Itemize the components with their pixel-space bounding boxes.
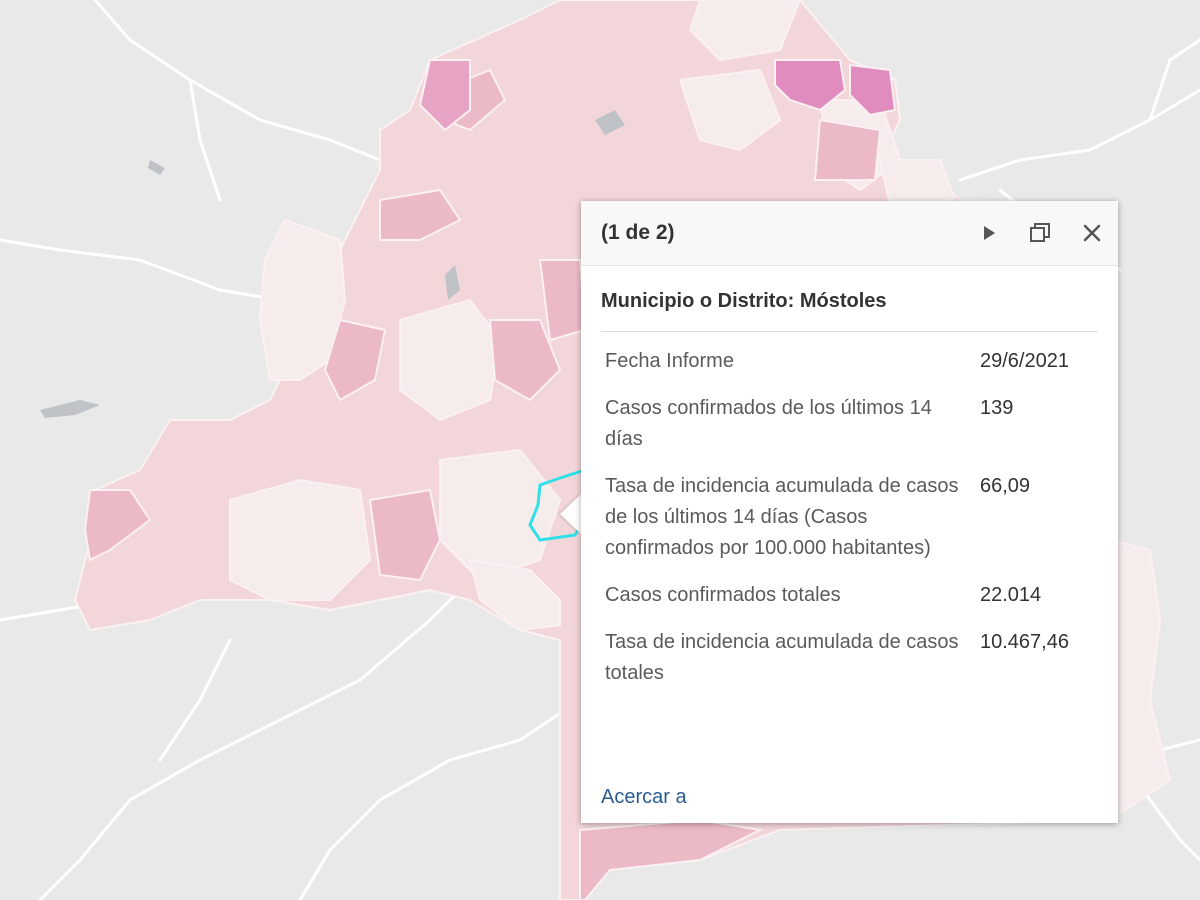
- region-light-10[interactable]: [878, 159, 957, 207]
- region-light-3[interactable]: [399, 298, 502, 422]
- zoom-to-link[interactable]: Acercar a: [601, 786, 687, 808]
- popup-pointer: [560, 493, 582, 535]
- region-dark-3[interactable]: [418, 59, 471, 132]
- attribute-row: Casos confirmados de los últimos 14 días…: [605, 393, 1101, 455]
- region-medium-4[interactable]: [488, 319, 562, 402]
- play-next-icon: [984, 226, 995, 240]
- attribute-row: Fecha Informe 29/6/2021: [605, 346, 1101, 377]
- selected-municipality-outline[interactable]: [528, 468, 592, 542]
- region-light-7[interactable]: [678, 68, 782, 152]
- region-medium-3[interactable]: [368, 488, 442, 582]
- attribute-value: 10.467,46: [980, 631, 1069, 653]
- region-dark-1[interactable]: [774, 59, 847, 112]
- close-popup-button[interactable]: [1078, 219, 1106, 247]
- attribute-row: Casos confirmados totales 22.014: [605, 580, 1101, 611]
- attribute-table: Fecha Informe 29/6/2021 Casos confirmado…: [605, 346, 1101, 705]
- dock-button[interactable]: [1026, 219, 1054, 247]
- attribute-value: 66,09: [980, 475, 1031, 497]
- region-medium-1[interactable]: [323, 318, 387, 402]
- popup-title: Municipio o Distrito: Móstoles: [601, 290, 887, 312]
- region-medium-8[interactable]: [813, 118, 882, 181]
- attribute-row: Tasa de incidencia acumulada de casos de…: [605, 471, 1101, 564]
- title-divider: [601, 331, 1098, 332]
- popup-header: (1 de 2): [581, 201, 1118, 266]
- popup-feature-counter: (1 de 2): [601, 221, 675, 244]
- attribute-label: Casos confirmados de los últimos 14 días: [605, 397, 932, 450]
- attribute-value: 22.014: [980, 584, 1042, 606]
- attribute-label: Fecha Informe: [605, 350, 734, 372]
- attribute-label: Tasa de incidencia acumulada de casos to…: [605, 631, 959, 684]
- region-light-2[interactable]: [229, 478, 372, 601]
- region-medium-7[interactable]: [83, 489, 152, 562]
- next-feature-button[interactable]: [975, 219, 1003, 247]
- region-dark-2[interactable]: [849, 63, 897, 117]
- region-medium-2[interactable]: [379, 188, 462, 241]
- attribute-row: Tasa de incidencia acumulada de casos to…: [605, 627, 1101, 689]
- water-bodies: [40, 110, 625, 418]
- dock-maximize-icon: [1030, 223, 1050, 242]
- close-icon: [1083, 224, 1101, 242]
- region-light-6[interactable]: [688, 0, 802, 62]
- region-light-5[interactable]: [468, 558, 561, 632]
- attribute-label: Casos confirmados totales: [605, 584, 841, 606]
- region-light-1[interactable]: [258, 218, 347, 381]
- attribute-value: 139: [980, 397, 1014, 419]
- attribute-value: 29/6/2021: [980, 350, 1069, 372]
- feature-popup: (1 de 2) Municipio o Distrito: Móstoles …: [581, 201, 1118, 823]
- attribute-label: Tasa de incidencia acumulada de casos de…: [605, 475, 959, 559]
